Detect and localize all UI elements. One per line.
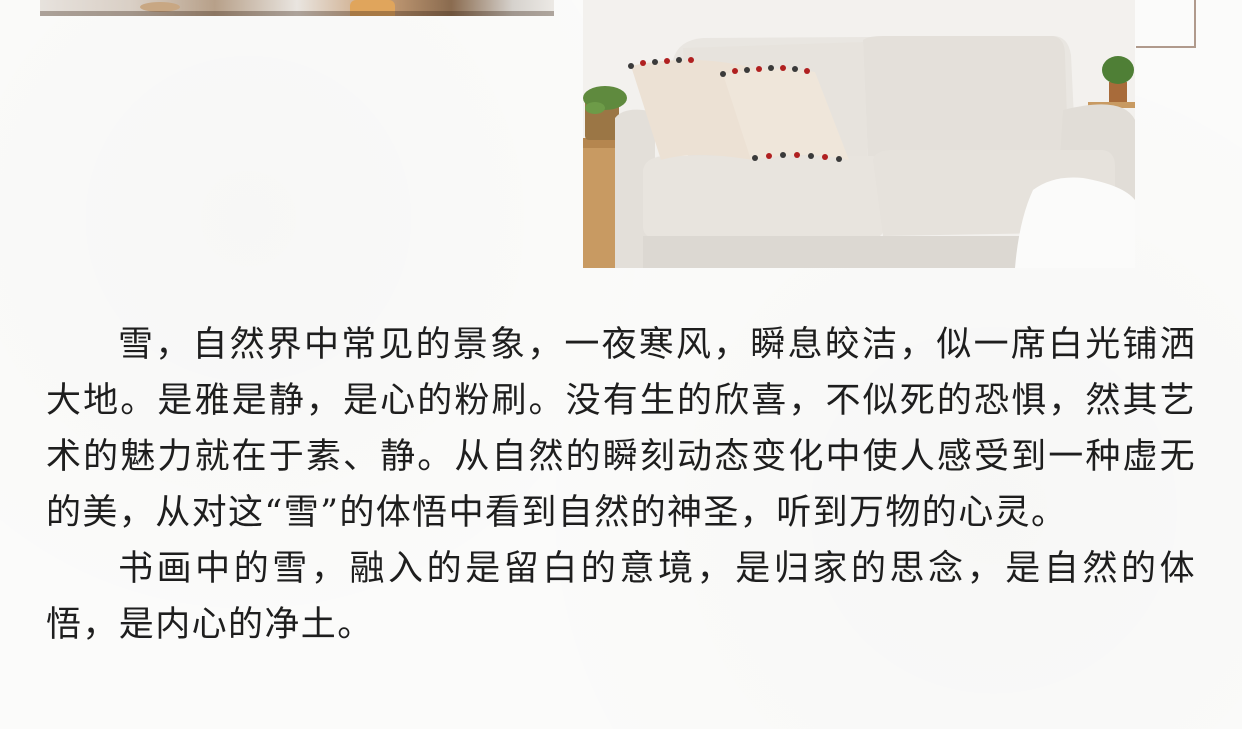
pillow-white: [1015, 177, 1135, 268]
pillow-right: [723, 68, 849, 160]
vase-shape: [350, 0, 395, 16]
decorative-frame-line: [1136, 0, 1196, 48]
sofa-illustration: [583, 0, 1135, 268]
interior-photo-cropped: [40, 0, 554, 16]
article-body: 雪，自然界中常见的景象，一夜寒风，瞬息皎洁，似一席白光铺洒大地。是雅是静，是心的…: [46, 317, 1196, 653]
lamp-shape: [140, 2, 180, 12]
sofa-photo: [583, 0, 1135, 268]
potted-plant: [1109, 82, 1127, 104]
photo-shadow: [40, 11, 554, 16]
side-table: [583, 145, 617, 268]
paragraph-1: 雪，自然界中常见的景象，一夜寒风，瞬息皎洁，似一席白光铺洒大地。是雅是静，是心的…: [46, 325, 1196, 533]
paragraph-2: 书画中的雪，融入的是留白的意境，是归家的思念，是自然的体悟，是内心的净土。: [46, 549, 1196, 645]
